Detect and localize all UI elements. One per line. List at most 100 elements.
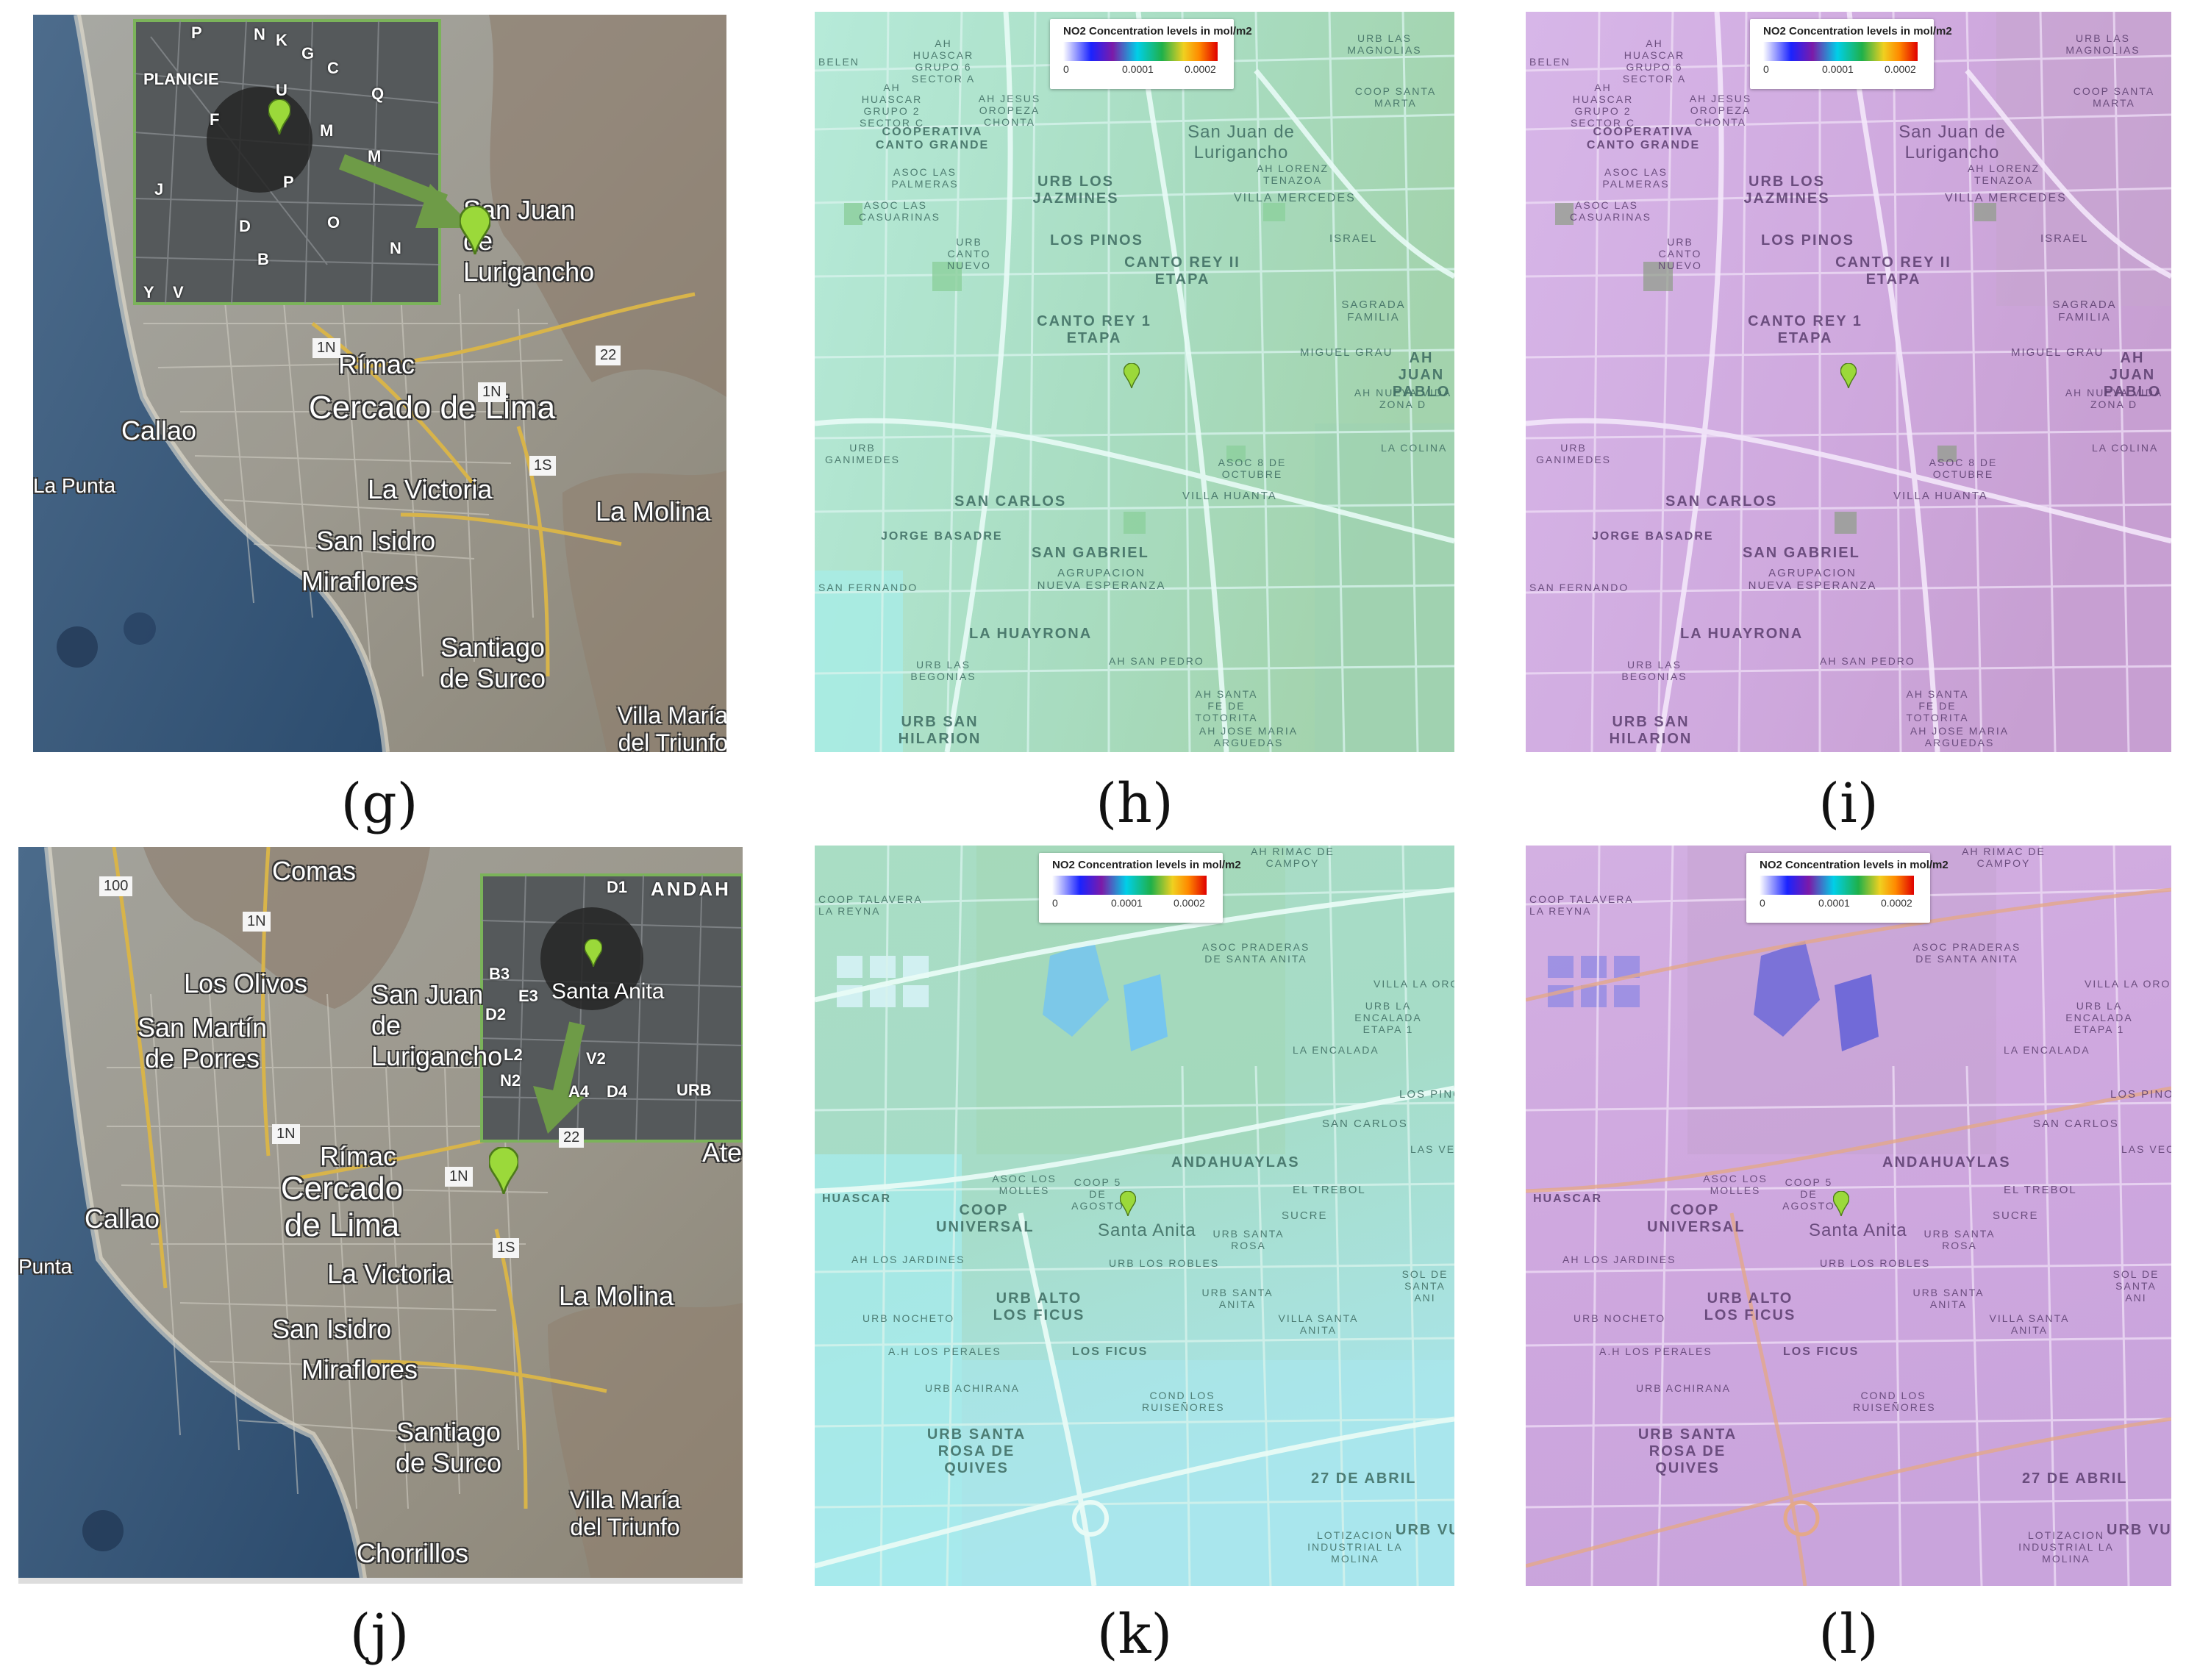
map-label: AH LORENZ TENAZOA <box>1256 162 1329 186</box>
map-label: URB VU <box>2107 1522 2171 1538</box>
map-label: AH HUASCAR GRUPO 6 SECTOR A <box>911 37 976 85</box>
street-grid-l <box>1526 846 2171 1586</box>
map-label: SUCRE <box>1993 1209 2039 1222</box>
map-label: AH SANTA FE DE TOTORITA <box>1906 688 1969 723</box>
map-label: VILLA HUANTA <box>1893 490 1988 502</box>
map-label: URB SAN HILARION <box>898 714 982 747</box>
inset-label: M <box>320 121 334 140</box>
map-label: Rímac <box>320 1141 397 1171</box>
map-label: LA COLINA <box>2092 442 2159 454</box>
no2-legend: NO2 Concentration levels in mol/m2 0 0.0… <box>1746 853 1949 923</box>
map-label: Santiago de Surco <box>439 632 546 693</box>
map-label: URB SANTA ANITA <box>1912 1287 1985 1310</box>
map-label: AH NUEVA VIDA ZONA D <box>2065 387 2163 410</box>
route-shield: 1N <box>312 338 340 358</box>
map-label: Villa María del Triunfo <box>617 702 726 752</box>
map-label: LOS FICUS <box>1783 1345 1860 1358</box>
legend-color-scale <box>1052 876 1207 895</box>
map-label: LOTIZACION INDUSTRIAL LA MOLINA <box>1307 1529 1403 1565</box>
legend-title: NO2 Concentration levels in mol/m2 <box>1063 25 1252 37</box>
inset-label: E3 <box>518 987 538 1005</box>
map-label: Chorrillos <box>357 1538 469 1568</box>
map-label: CANTO REY 1 ETAPA <box>1748 313 1862 346</box>
map-label: AH HUASCAR GRUPO 2 SECTOR C <box>1570 82 1636 129</box>
map-label: LOS PINOS <box>1050 232 1143 249</box>
map-label: AH HUASCAR GRUPO 2 SECTOR C <box>859 82 925 129</box>
caption-g: (g) <box>340 772 418 835</box>
map-label: URB SAN HILARION <box>1609 714 1693 747</box>
inset-label: B3 <box>489 965 510 983</box>
map-label: SAN GABRIEL <box>1743 545 1860 561</box>
legend-tick-min: 0 <box>1063 63 1069 75</box>
inset-label: L2 <box>504 1045 523 1064</box>
map-label: Santiago de Surco <box>395 1417 502 1478</box>
map-label: VILLA MERCEDES <box>1945 192 2067 204</box>
legend-tick-max: 0.0002 <box>1885 63 1916 75</box>
location-pin-icon <box>489 1147 518 1194</box>
map-label: VILLA SANTA ANITA <box>1278 1312 1359 1336</box>
caption-l: (l) <box>1818 1603 1879 1666</box>
map-label: URB ALTO LOS FICUS <box>1704 1290 1796 1323</box>
map-label: URB CANTO NUEVO <box>947 236 991 271</box>
street-grid-k <box>815 846 1454 1586</box>
inset-label: O <box>327 213 340 232</box>
map-label: Santa Anita <box>1098 1220 1196 1240</box>
map-label: AH RIMAC DE CAMPOY <box>1962 846 2046 869</box>
map-label: URB SANTA ROSA <box>1924 1228 1996 1251</box>
map-label: AH SAN PEDRO <box>1109 655 1204 667</box>
map-label: Callao <box>85 1204 160 1234</box>
map-label: AH JESUS OROPEZA CHONTA <box>1689 93 1752 128</box>
inset-label: B <box>257 250 269 268</box>
map-label: URB NOCHETO <box>1574 1312 1666 1324</box>
map-label: COOP 5 DE AGOSTO <box>1782 1176 1835 1212</box>
map-label: Miraflores <box>301 1354 418 1384</box>
map-label: AH JUAN PABLO <box>2103 350 2162 400</box>
legend-tick-mid: 0.0001 <box>1822 63 1854 75</box>
location-pin-icon <box>460 206 490 254</box>
map-label: COOP UNIVERSAL <box>1647 1202 1746 1235</box>
map-label: URB ACHIRANA <box>1636 1382 1732 1394</box>
route-shield: 100 <box>99 876 133 896</box>
inset-label: D4 <box>607 1082 628 1101</box>
map-label: Comas <box>272 856 357 886</box>
legend-tick-mid: 0.0001 <box>1111 897 1143 909</box>
map-label: ISRAEL <box>1329 232 1378 245</box>
map-label: ASOC LAS PALMERAS <box>1602 166 1670 190</box>
street-grid-h <box>815 12 1454 752</box>
map-label: COOPERATIVA CANTO GRANDE <box>1586 126 1701 151</box>
route-shield: 1N <box>243 912 271 932</box>
map-label: LOTIZACION INDUSTRIAL LA MOLINA <box>2018 1529 2114 1565</box>
inset-label: Y <box>143 283 154 301</box>
inset-label: D <box>239 217 251 235</box>
map-label: VILLA LA ORO <box>1374 978 1454 990</box>
map-label: 27 DE ABRIL <box>1311 1470 1417 1487</box>
map-label: URB VU <box>1396 1522 1454 1538</box>
map-label: La Punta <box>33 474 116 497</box>
inset-label: K <box>276 31 287 49</box>
map-label: VILLA LA ORO <box>2085 978 2171 990</box>
map-label: COND LOS RUISEÑORES <box>1142 1390 1225 1413</box>
location-pin-icon <box>1120 1191 1136 1216</box>
inset-label: F <box>210 110 220 129</box>
map-label: EL TREBOL <box>1293 1184 1366 1196</box>
map-label: URB LOS ROBLES <box>1820 1257 1931 1269</box>
map-label: URB GANIMEDES <box>824 442 900 465</box>
map-label: SAGRADA FAMILIA <box>1341 299 1406 324</box>
map-label: SAN FERNANDO <box>818 582 918 593</box>
map-label: San Isidro <box>316 526 436 556</box>
map-label: URB SANTA ROSA DE QUIVES <box>926 1426 1026 1476</box>
map-label: URB LA ENCALADA ETAPA 1 <box>1354 1000 1422 1035</box>
map-label: COOP UNIVERSAL <box>936 1202 1035 1235</box>
map-label: ANDAHUAYLAS <box>1882 1154 2011 1170</box>
map-label: LA ENCALADA <box>1293 1044 1379 1056</box>
map-label: LAS VEC <box>1410 1143 1454 1155</box>
inset-label: G <box>301 44 315 62</box>
location-pin-icon <box>1833 1191 1849 1216</box>
map-label: A.H LOS PERALES <box>1599 1345 1712 1357</box>
location-pin-icon <box>1124 363 1140 388</box>
map-label: SOL DE SANTA ANI <box>2112 1268 2160 1304</box>
inset-label: ANDAH <box>651 878 731 900</box>
map-label: AH SAN PEDRO <box>1820 655 1915 667</box>
map-label: La Molina <box>596 496 711 526</box>
map-label: ASOC LOS MOLLES <box>992 1173 1057 1196</box>
